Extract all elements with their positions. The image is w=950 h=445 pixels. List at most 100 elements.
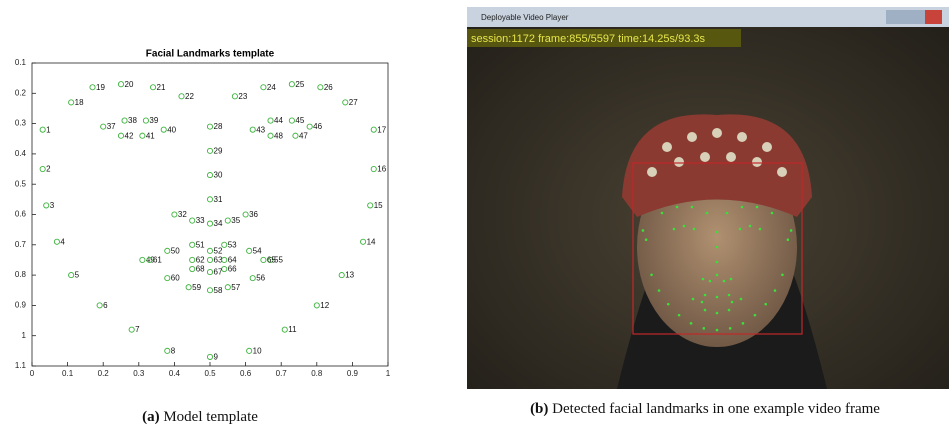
landmark-point <box>268 118 273 123</box>
photo-dot <box>742 322 745 325</box>
landmark-label: 9 <box>214 353 219 362</box>
landmark-label: 39 <box>149 116 158 125</box>
x-tick-label: 0.9 <box>347 369 359 378</box>
landmark-point <box>207 269 212 274</box>
landmark-label: 13 <box>345 271 354 280</box>
landmark-label: 68 <box>196 265 205 274</box>
photo-dot <box>771 212 774 215</box>
photo-dot <box>702 278 705 281</box>
landmark-point <box>179 94 184 99</box>
landmark-point <box>129 327 134 332</box>
photo-dot <box>728 294 731 297</box>
y-tick-label: 0.1 <box>15 58 27 67</box>
landmark-point <box>165 248 170 253</box>
landmark-point <box>207 124 212 129</box>
photo-dot <box>774 289 777 292</box>
landmark-label: 14 <box>367 237 376 246</box>
y-tick-label: 0.2 <box>15 88 27 97</box>
landmark-label: 18 <box>75 98 84 107</box>
landmark-point <box>190 266 195 271</box>
landmark-point <box>222 242 227 247</box>
photo-dot <box>726 212 729 215</box>
photo-dot <box>731 301 734 304</box>
landmark-label: 4 <box>60 237 65 246</box>
landmark-label: 45 <box>295 116 304 125</box>
photo-dot <box>673 228 676 231</box>
landmark-label: 40 <box>167 125 176 134</box>
overlay-text: session:1172 frame:855/5597 time:14.25s/… <box>471 33 706 45</box>
landmark-label: 64 <box>228 256 237 265</box>
x-tick-label: 0.8 <box>311 369 323 378</box>
landmark-label: 25 <box>295 80 304 89</box>
landmark-label: 42 <box>125 131 134 140</box>
landmark-point <box>165 348 170 353</box>
landmark-point <box>371 166 376 171</box>
landmark-point <box>97 303 102 308</box>
photo-dot <box>706 212 709 215</box>
photo-dot <box>650 273 653 276</box>
landmark-point <box>207 354 212 359</box>
landmark-point <box>207 288 212 293</box>
landmark-label: 58 <box>214 286 223 295</box>
photo-dot <box>728 309 731 312</box>
landmark-label: 57 <box>231 283 240 292</box>
landmark-label: 29 <box>214 146 223 155</box>
photo-dot <box>764 303 767 306</box>
landmark-label: 17 <box>377 125 386 134</box>
landmark-point <box>150 85 155 90</box>
landmark-label: 38 <box>128 116 137 125</box>
caption-b: (b) Detected facial landmarks in one exa… <box>462 400 948 418</box>
x-tick-label: 0.5 <box>204 369 216 378</box>
landmark-point <box>222 257 227 262</box>
x-tick-label: 0.7 <box>276 369 288 378</box>
landmark-label: 36 <box>249 210 258 219</box>
y-tick-label: 0.5 <box>15 179 27 188</box>
landmark-point <box>122 118 127 123</box>
landmark-label: 41 <box>146 131 155 140</box>
landmark-point <box>207 197 212 202</box>
landmark-label: 31 <box>214 195 223 204</box>
photo-dot <box>704 309 707 312</box>
landmark-point <box>101 124 106 129</box>
photo-dot <box>754 314 757 317</box>
landmark-label: 24 <box>267 83 276 92</box>
landmark-point <box>140 257 145 262</box>
landmark-label: 56 <box>256 274 265 283</box>
photo-dot <box>642 229 645 232</box>
x-tick-label: 0.3 <box>133 369 145 378</box>
photo-dot <box>678 314 681 317</box>
landmark-label: 48 <box>274 131 283 140</box>
landmark-point <box>247 248 252 253</box>
x-tick-label: 0.6 <box>240 369 252 378</box>
landmark-label: 15 <box>374 201 383 210</box>
landmark-label: 8 <box>171 346 176 355</box>
x-tick-label: 0.1 <box>62 369 74 378</box>
photo-dot <box>683 225 686 228</box>
caption-a: (a) Model template <box>100 408 300 426</box>
photo-dot <box>716 296 719 299</box>
landmark-point <box>289 118 294 123</box>
photo-dot <box>749 225 752 228</box>
landmark-point <box>165 276 170 281</box>
landmark-point <box>90 85 95 90</box>
landmark-label: 28 <box>214 122 223 131</box>
video-frame: Deployable Video Player session:1172 fra… <box>467 7 949 389</box>
photo-dot <box>716 261 719 264</box>
photo-dot <box>740 298 743 301</box>
landmark-point <box>343 100 348 105</box>
landmark-label: 26 <box>324 83 333 92</box>
landmark-label: 2 <box>46 165 51 174</box>
landmark-label: 67 <box>214 268 223 277</box>
landmark-point <box>243 212 248 217</box>
landmark-label: 33 <box>196 216 205 225</box>
window-title: Deployable Video Player <box>481 13 569 22</box>
close-button[interactable] <box>925 10 942 24</box>
landmark-point <box>207 248 212 253</box>
landmark-label: 66 <box>228 265 237 274</box>
landmark-label: 52 <box>214 246 223 255</box>
landmark-label: 20 <box>125 80 134 89</box>
landmark-label: 32 <box>178 210 187 219</box>
photo-dot <box>645 238 648 241</box>
landmark-label: 47 <box>299 131 308 140</box>
